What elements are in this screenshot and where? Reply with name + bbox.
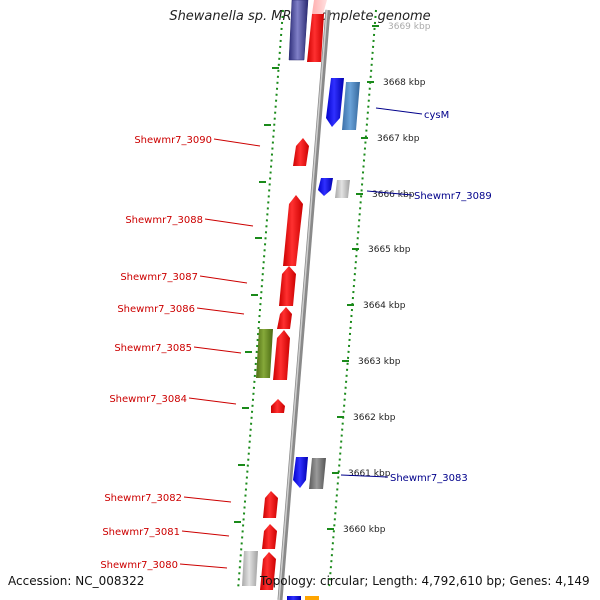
accession-text: Accession: NC_008322 — [8, 574, 145, 588]
callout-line-right — [340, 474, 389, 478]
gene-glyph-blue-3083 — [293, 457, 308, 488]
gene-label-right: Shewmr7_3089 — [414, 191, 492, 202]
gene-glyph-3084 — [271, 399, 285, 413]
ruler-tick-label: 3667 kbp — [377, 134, 420, 144]
gene-glyph-navy — [288, 0, 309, 61]
gene-glyph-orange-bottom — [305, 596, 319, 600]
left-ticks — [234, 67, 279, 523]
gene-label-left: Shewmr7_3084 — [109, 394, 187, 405]
ruler-tick-label: 3661 kbp — [348, 469, 391, 479]
ruler-tick-label: 3664 kbp — [363, 301, 406, 311]
callout-line-left — [204, 218, 254, 227]
gene-glyph-grey-3083 — [309, 458, 326, 489]
callout-line-left — [188, 397, 237, 405]
gene-glyph-3090 — [293, 138, 309, 166]
ruler-tick-label: 3660 kbp — [343, 525, 386, 535]
backbone-highlight — [278, 9, 328, 600]
gene-label-right: cysM — [424, 110, 449, 121]
ruler-tick-label: 3669 kbp — [388, 22, 431, 32]
callout-line-left — [183, 496, 232, 503]
ruler-tick-label: 3662 kbp — [353, 413, 396, 423]
gene-glyph-3082 — [263, 491, 278, 518]
gene-glyph-blue-bottom — [287, 596, 301, 600]
gene-glyph-3081 — [262, 524, 277, 549]
callout-line-left — [179, 563, 228, 569]
gene-glyph-lightgrey-3089 — [335, 180, 350, 198]
gene-glyph-red-top — [307, 4, 324, 62]
genome-summary-text: Topology: circular; Length: 4,792,610 bp… — [260, 574, 590, 588]
gene-label-left: Shewmr7_3088 — [125, 215, 203, 226]
backbone — [277, 9, 331, 600]
callout-line-right — [375, 107, 423, 115]
ruler: 3669 kbp 3668 kbp 3667 kbp 3666 kbp 3665 kbp… — [327, 22, 431, 535]
ruler-tick-label: 3668 kbp — [383, 78, 426, 88]
gene-features — [242, 0, 360, 600]
gene-label-left: Shewmr7_3085 — [114, 343, 192, 354]
gene-label-left: Shewmr7_3082 — [104, 493, 182, 504]
callout-line-left — [181, 530, 230, 537]
callout-line-left — [199, 275, 248, 284]
gene-glyph-blue-3089 — [318, 178, 333, 196]
ruler-tick-label: 3666 kbp — [372, 190, 415, 200]
gene-label-left: Shewmr7_3090 — [134, 135, 212, 146]
gene-glyph-3087 — [279, 266, 296, 306]
callout-line-left — [193, 346, 242, 354]
gene-glyph-3085-red — [273, 330, 290, 380]
gene-label-left: Shewmr7_3087 — [120, 272, 198, 283]
gene-labels: Shewmr7_3090 Shewmr7_3088 Shewmr7_3087 Shew… — [100, 107, 492, 571]
gene-glyph-3080-lightgrey — [242, 551, 258, 586]
gene-glyph-blue-cysm — [326, 78, 344, 127]
gene-glyph-3086 — [277, 307, 292, 329]
callout-line-right — [366, 190, 413, 196]
callout-line-left — [196, 307, 245, 315]
gene-glyph-pink-top — [312, 0, 327, 14]
gene-glyph-3088 — [283, 195, 303, 266]
gene-label-left: Shewmr7_3080 — [100, 560, 178, 571]
gene-label-left: Shewmr7_3086 — [117, 304, 195, 315]
gene-label-left: Shewmr7_3081 — [102, 527, 180, 538]
ruler-tick-label: 3665 kbp — [368, 245, 411, 255]
gene-glyph-steel-cysm — [342, 82, 360, 130]
gene-glyph-3080 — [260, 552, 276, 590]
gene-label-right: Shewmr7_3083 — [390, 473, 468, 484]
gene-glyph-3085-green — [256, 329, 273, 378]
ruler-tick-label: 3663 kbp — [358, 357, 401, 367]
callout-line-left — [213, 138, 261, 147]
